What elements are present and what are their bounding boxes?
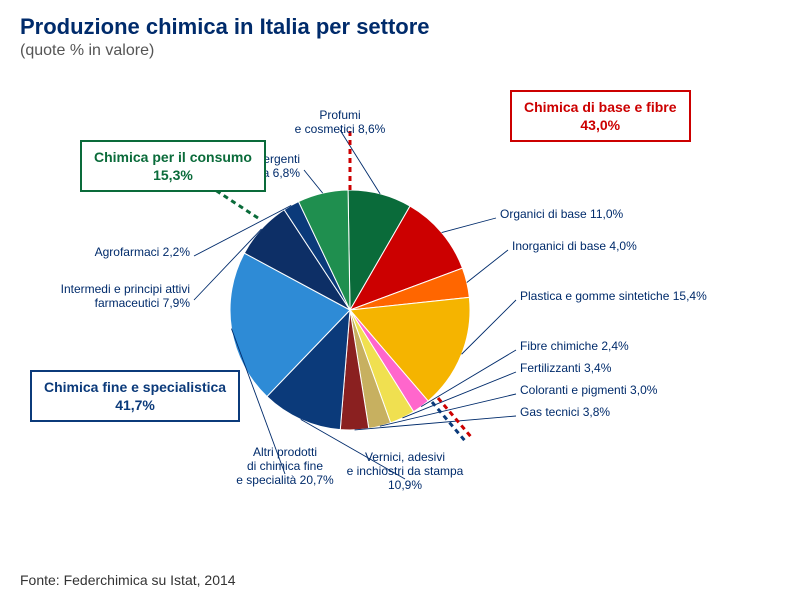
group-box: Chimica di base e fibre43,0% xyxy=(510,90,691,142)
slice-label: Organici di base 11,0% xyxy=(500,207,624,221)
slice-label: Agrofarmaci 2,2% xyxy=(95,245,191,259)
slice-label: Plastica e gomme sintetiche 15,4% xyxy=(520,289,707,303)
slice-label: Intermedi e principi attivifarmaceutici … xyxy=(61,282,191,310)
group-box: Chimica per il consumo15,3% xyxy=(80,140,266,192)
group-box: Chimica fine e specialistica41,7% xyxy=(30,370,240,422)
slice-label: Altri prodottidi chimica finee specialit… xyxy=(236,445,334,487)
slice-label: Profumie cosmetici 8,6% xyxy=(295,108,386,136)
slice-label: Fibre chimiche 2,4% xyxy=(520,339,629,353)
leader-line xyxy=(340,130,380,194)
leader-line xyxy=(304,170,323,193)
leader-line xyxy=(442,218,496,233)
slice-label: Coloranti e pigmenti 3,0% xyxy=(520,383,658,397)
group-dash-connector xyxy=(438,398,472,438)
slice-label: Inorganici di base 4,0% xyxy=(512,239,637,253)
slice-label: Gas tecnici 3,8% xyxy=(520,405,610,419)
leader-line xyxy=(467,250,508,283)
slice-label: Fertilizzanti 3,4% xyxy=(520,361,612,375)
slice-label: Vernici, adesivie inchiostri da stampa10… xyxy=(347,450,464,492)
